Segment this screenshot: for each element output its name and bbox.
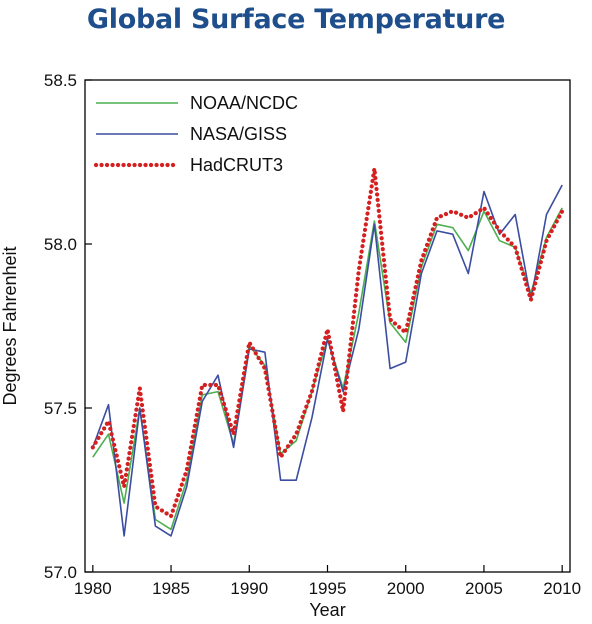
series-line-hadcrut3 (90, 166, 565, 519)
x-tick-label: 1995 (309, 579, 347, 598)
series-line-nasa-giss (92, 184, 563, 537)
x-tick-label: 2010 (543, 579, 581, 598)
legend-label-hadcrut3: HadCRUT3 (190, 155, 283, 175)
legend-label-noaa-ncdc: NOAA/NCDC (190, 93, 298, 113)
series-lines (90, 166, 565, 537)
y-tick-label: 57.5 (44, 399, 77, 418)
x-tick-label: 1990 (230, 579, 268, 598)
series-line-noaa-ncdc (92, 207, 563, 531)
x-tick-label: 2005 (465, 579, 503, 598)
x-axis-label: Year (309, 600, 345, 620)
x-tick-label: 1980 (74, 579, 112, 598)
y-tick-label: 58.5 (44, 71, 77, 90)
chart-title: Global Surface Temperature (86, 4, 506, 35)
y-tick-label: 57.0 (44, 563, 77, 582)
legend: NOAA/NCDC NASA/GISS HadCRUT3 (93, 93, 298, 175)
y-tick-label: 58.0 (44, 235, 77, 254)
y-axis-label: Degrees Fahrenheit (0, 246, 20, 405)
plot-area-frame (84, 79, 571, 573)
x-tick-label: 1985 (152, 579, 190, 598)
legend-label-nasa-giss: NASA/GISS (190, 124, 287, 144)
x-tick-label: 2000 (387, 579, 425, 598)
tick-labels: 1980 1985 1990 1995 2000 2005 2010 57.0 57.5 58.0… (44, 71, 581, 598)
tick-marks (85, 79, 563, 573)
